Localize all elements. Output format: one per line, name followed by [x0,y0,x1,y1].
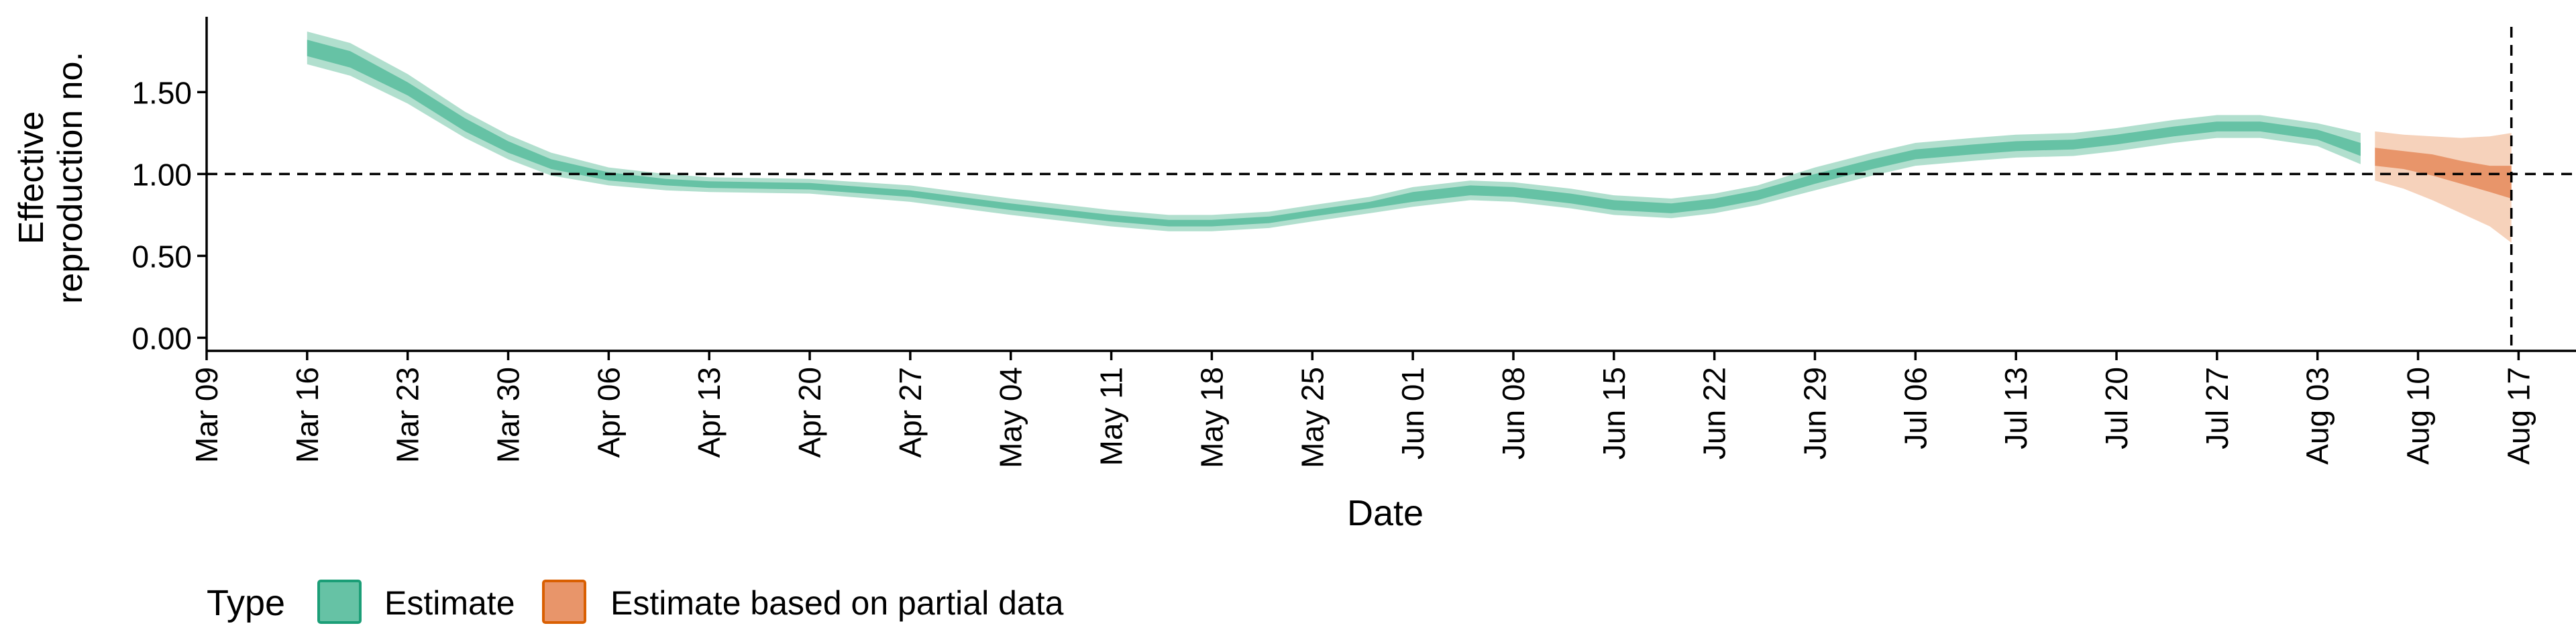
x-tick-label: Aug 17 [2501,367,2536,465]
x-tick-label: Jul 20 [2099,367,2134,449]
x-tick-label: Jun 22 [1697,367,1732,460]
x-tick-label: Jun 15 [1597,367,1631,460]
ribbons [307,32,2512,243]
x-tick-label: Aug 10 [2401,367,2436,465]
x-tick-label: Jun 01 [1395,367,1430,460]
x-tick-label: Jul 27 [2200,367,2235,449]
x-tick-label: Jul 13 [1998,367,2033,449]
x-tick-label: Apr 13 [692,367,727,458]
legend: Type Estimate Estimate based on partial … [207,580,1064,624]
legend-label-partial: Estimate based on partial data [610,584,1064,622]
x-tick-label: Jun 08 [1496,367,1531,460]
x-tick-label: Jun 29 [1797,367,1832,460]
y-tick-label: 1.00 [131,157,192,192]
x-tick-label: Mar 09 [189,367,224,463]
estimate-ribbon-50 [307,40,2361,227]
legend-swatch-partial [542,580,586,624]
y-axis-title-line-2: reproduction no. [51,52,90,304]
x-tick-label: Apr 27 [893,367,928,458]
estimate-ribbon-90 [307,32,2361,231]
x-tick-label: May 04 [994,367,1028,468]
x-tick-label: May 25 [1295,367,1330,468]
x-tick-label: Jul 06 [1898,367,1933,449]
y-tick-label: 1.50 [131,75,192,110]
x-tick-label: Apr 06 [591,367,626,458]
legend-swatch-estimate [317,580,362,624]
y-tick-label: 0.50 [131,239,192,274]
x-tick-label: Mar 23 [390,367,425,463]
x-tick-label: Mar 30 [491,367,526,463]
y-tick-label: 0.00 [131,321,192,356]
x-tick-label: Apr 20 [792,367,827,458]
y-axis-title-line-1: Effective [12,111,51,244]
x-tick-label: May 18 [1194,367,1229,468]
reference-lines [207,27,2576,352]
x-tick-label: Aug 03 [2300,367,2335,465]
axes: 0.00 0.50 1.00 1.50 Mar 09 Mar 16 Mar 23 Mar 30… [131,17,2576,468]
x-tick-label: Mar 16 [290,367,325,463]
legend-label-estimate: Estimate [384,584,515,622]
x-axis-title: Date [1347,493,1424,533]
legend-title: Type [207,583,285,623]
y-axis-title: Effective reproduction no. [12,52,90,304]
x-tick-label: May 11 [1094,367,1129,466]
